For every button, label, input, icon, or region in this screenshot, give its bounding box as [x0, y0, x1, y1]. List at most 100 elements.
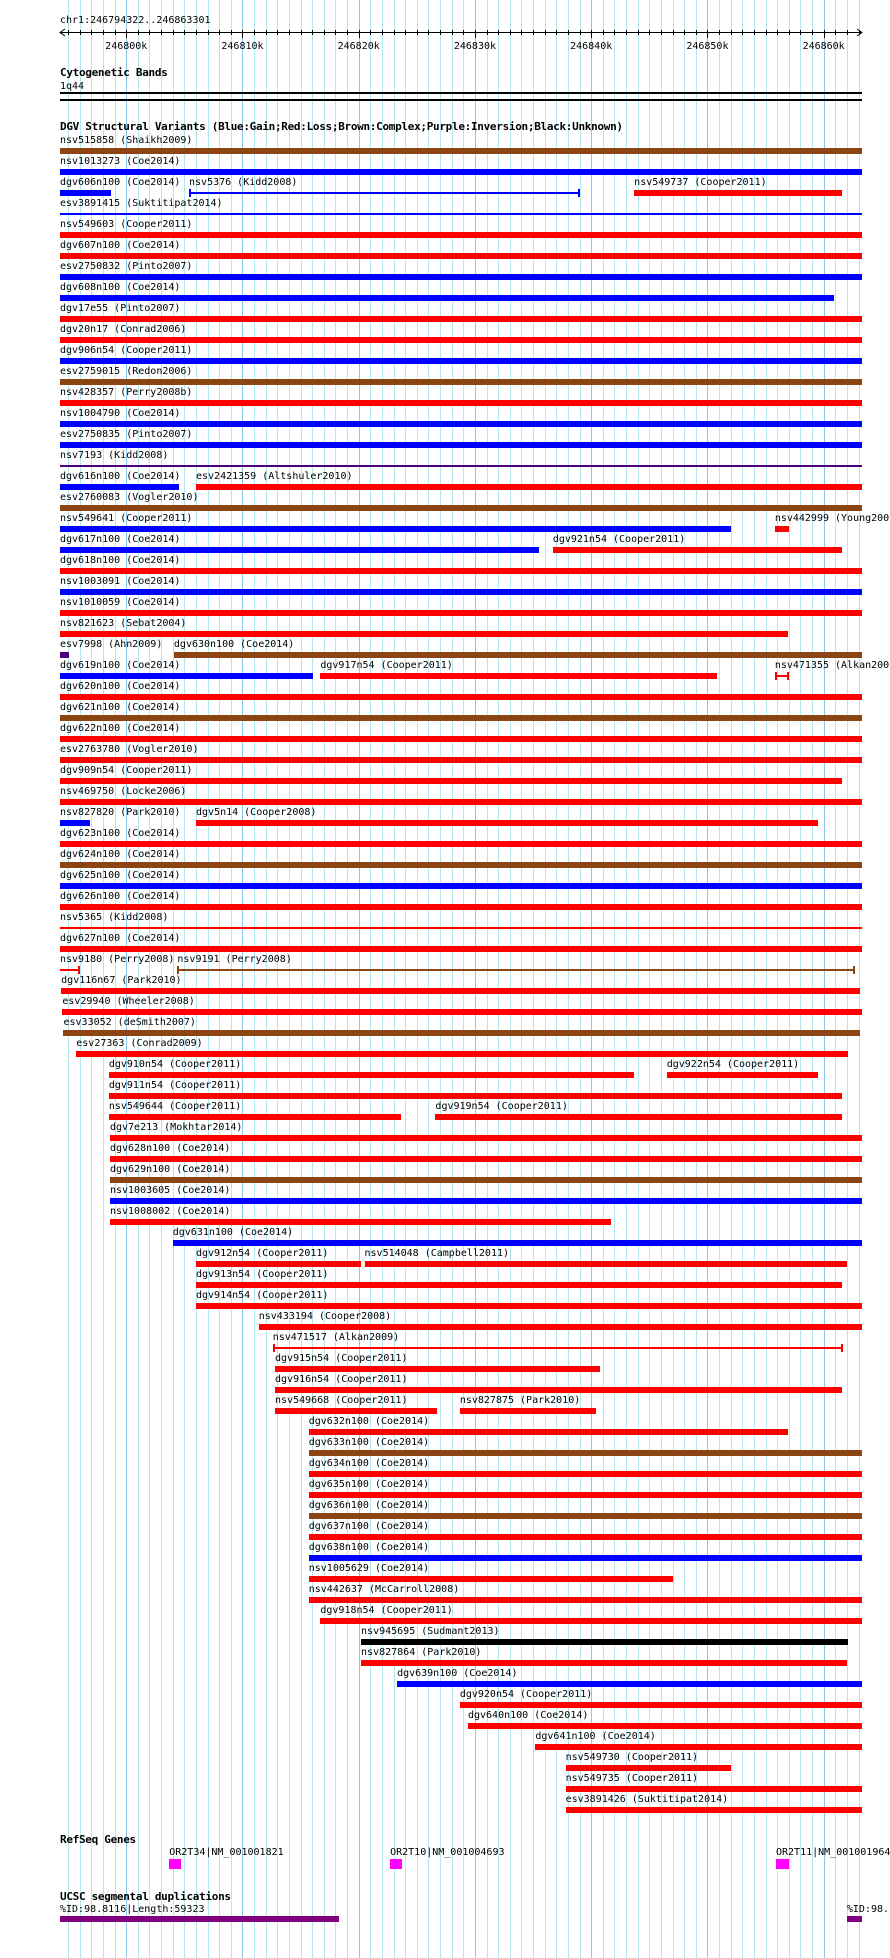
- variant-bar[interactable]: [60, 526, 731, 532]
- variant-bar[interactable]: [320, 1618, 862, 1624]
- variant-bar[interactable]: [361, 1660, 847, 1666]
- variant-bar[interactable]: [467, 1723, 862, 1729]
- variant-bar[interactable]: [459, 1408, 596, 1414]
- variant-bar[interactable]: [435, 1114, 843, 1120]
- variant-line[interactable]: [189, 192, 580, 194]
- variant-bar[interactable]: [60, 421, 862, 427]
- variant-bar[interactable]: [109, 1219, 611, 1225]
- variant-bar[interactable]: [173, 652, 862, 658]
- variant-line[interactable]: [177, 969, 856, 971]
- variant-bar[interactable]: [308, 1576, 673, 1582]
- variant-bar[interactable]: [308, 1492, 862, 1498]
- gene-feature[interactable]: [169, 1859, 181, 1869]
- variant-bar[interactable]: [275, 1387, 843, 1393]
- variant-line[interactable]: [60, 969, 80, 971]
- variant-bar[interactable]: [60, 757, 862, 763]
- variant-bar[interactable]: [60, 232, 862, 238]
- segdup-bar[interactable]: [846, 1916, 862, 1922]
- variant-bar[interactable]: [172, 1240, 862, 1246]
- variant-line[interactable]: [272, 1347, 844, 1349]
- variant-line[interactable]: [774, 675, 789, 677]
- variant-bar[interactable]: [109, 1156, 862, 1162]
- variant-bar[interactable]: [63, 1030, 860, 1036]
- gene-feature[interactable]: [775, 1859, 789, 1869]
- variant-line[interactable]: [60, 213, 862, 215]
- variant-bar[interactable]: [308, 1450, 862, 1456]
- variant-bar[interactable]: [62, 1009, 862, 1015]
- variant-bar[interactable]: [195, 1282, 843, 1288]
- variant-bar[interactable]: [60, 295, 835, 301]
- variant-bar[interactable]: [61, 988, 860, 994]
- variant-bar[interactable]: [60, 442, 862, 448]
- variant-bar[interactable]: [666, 1072, 818, 1078]
- segdup-bar[interactable]: [60, 1916, 339, 1922]
- variant-bar[interactable]: [397, 1681, 862, 1687]
- variant-bar[interactable]: [60, 652, 70, 658]
- variant-bar[interactable]: [60, 820, 91, 826]
- variant-bar[interactable]: [459, 1702, 862, 1708]
- variant-bar[interactable]: [308, 1429, 788, 1435]
- variant-bar[interactable]: [108, 1114, 401, 1120]
- variant-bar[interactable]: [275, 1408, 437, 1414]
- variant-bar[interactable]: [60, 505, 862, 511]
- variant-bar[interactable]: [552, 547, 843, 553]
- variant-bar[interactable]: [535, 1744, 862, 1750]
- variant-bar[interactable]: [60, 631, 788, 637]
- variant-bar[interactable]: [109, 1198, 862, 1204]
- variant-bar[interactable]: [60, 715, 862, 721]
- variant-line[interactable]: [60, 465, 862, 467]
- variant-bar[interactable]: [60, 400, 862, 406]
- variant-bar[interactable]: [60, 547, 539, 553]
- variant-bar[interactable]: [60, 484, 179, 490]
- variant-bar[interactable]: [60, 589, 862, 595]
- variant-bar[interactable]: [60, 148, 862, 154]
- variant-bar[interactable]: [60, 799, 862, 805]
- variant-bar[interactable]: [195, 1303, 862, 1309]
- variant-bar[interactable]: [308, 1513, 862, 1519]
- variant-bar[interactable]: [308, 1534, 862, 1540]
- variant-bar[interactable]: [60, 379, 862, 385]
- variant-bar[interactable]: [195, 820, 818, 826]
- variant-bar[interactable]: [565, 1765, 731, 1771]
- variant-bar[interactable]: [60, 169, 862, 175]
- variant-bar[interactable]: [195, 1261, 362, 1267]
- variant-bar[interactable]: [60, 736, 862, 742]
- variant-line[interactable]: [60, 927, 862, 929]
- variant-bar[interactable]: [108, 1093, 843, 1099]
- variant-bar[interactable]: [76, 1051, 849, 1057]
- variant-bar[interactable]: [60, 274, 862, 280]
- variant-bar[interactable]: [361, 1639, 849, 1645]
- variant-bar[interactable]: [60, 253, 862, 259]
- variant-bar[interactable]: [60, 358, 862, 364]
- variant-bar[interactable]: [565, 1786, 862, 1792]
- variant-bar[interactable]: [60, 568, 862, 574]
- variant-bar[interactable]: [60, 610, 862, 616]
- variant-bar[interactable]: [60, 946, 862, 952]
- variant-bar[interactable]: [60, 862, 862, 868]
- variant-bar[interactable]: [195, 484, 862, 490]
- variant-bar[interactable]: [308, 1471, 862, 1477]
- variant-bar[interactable]: [634, 190, 843, 196]
- variant-bar[interactable]: [60, 190, 112, 196]
- gene-feature[interactable]: [390, 1859, 402, 1869]
- variant-bar[interactable]: [364, 1261, 847, 1267]
- variant-bar[interactable]: [60, 673, 314, 679]
- variant-bar[interactable]: [60, 778, 843, 784]
- variant-bar[interactable]: [275, 1366, 601, 1372]
- ruler[interactable]: 246800k 246810k 246820k 246830k 246840k 24685…: [0, 26, 890, 56]
- variant-bar[interactable]: [60, 694, 862, 700]
- variant-bar[interactable]: [60, 883, 862, 889]
- variant-bar[interactable]: [308, 1555, 862, 1561]
- variant-bar[interactable]: [774, 526, 789, 532]
- variant-bar[interactable]: [60, 904, 862, 910]
- variant-bar[interactable]: [258, 1324, 862, 1330]
- variant-bar[interactable]: [60, 337, 862, 343]
- variant-bar[interactable]: [108, 1072, 635, 1078]
- variant-bar[interactable]: [320, 673, 717, 679]
- variant-bar[interactable]: [60, 316, 862, 322]
- variant-bar[interactable]: [109, 1135, 862, 1141]
- variant-bar[interactable]: [565, 1807, 862, 1813]
- variant-bar[interactable]: [109, 1177, 862, 1183]
- variant-bar[interactable]: [308, 1597, 862, 1603]
- variant-bar[interactable]: [60, 841, 862, 847]
